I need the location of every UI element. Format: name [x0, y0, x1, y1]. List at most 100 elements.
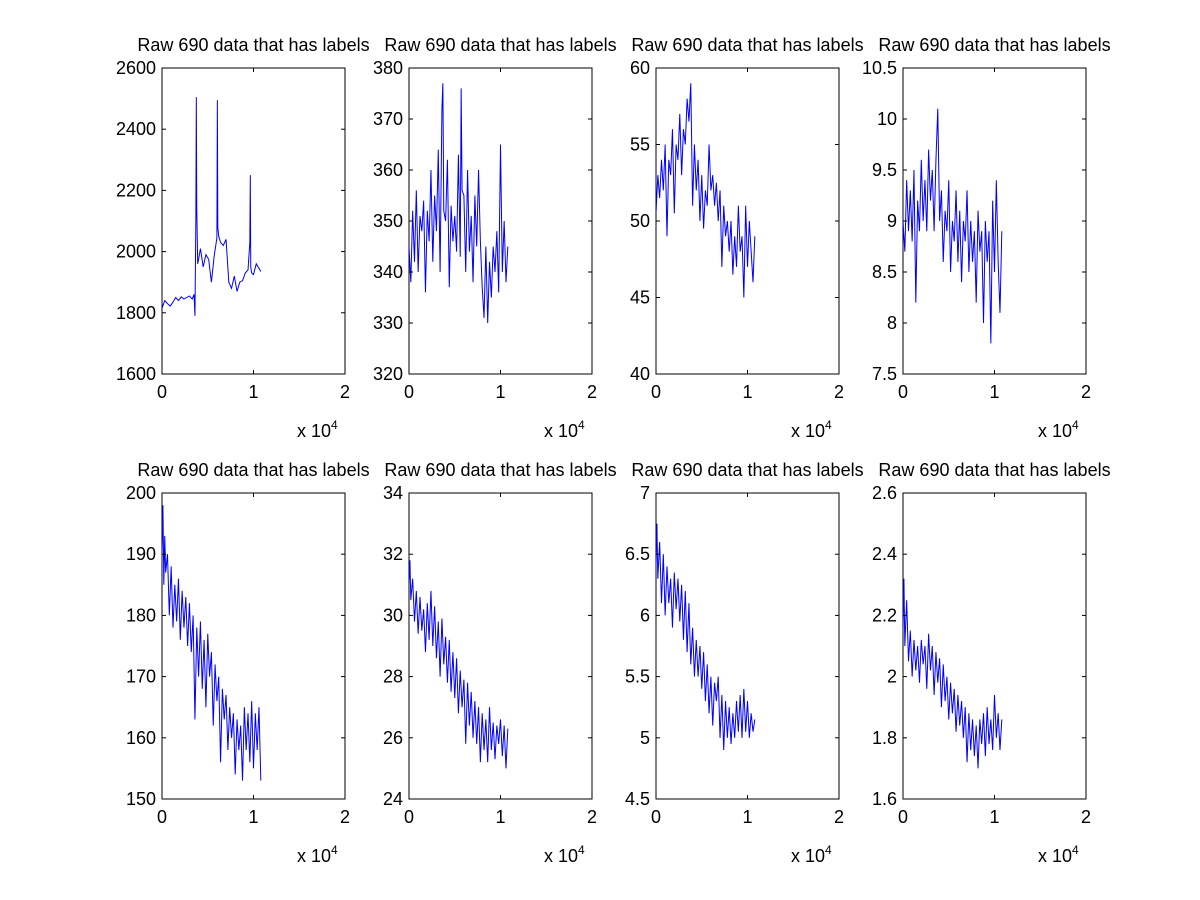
y-tick-label: 45 [630, 288, 650, 308]
y-tick-label: 160 [126, 728, 156, 748]
y-tick-label: 40 [630, 364, 650, 384]
subplot-4: 0 1 2 7.5 8 8.5 9 9.5 10 10.5 x 104 Raw 690 data th… [862, 35, 1111, 441]
series-line [409, 83, 509, 324]
series-line [656, 83, 756, 298]
subplot-title: Raw 690 data that has labels [631, 460, 863, 480]
y-tick-label: 6.5 [625, 544, 650, 564]
y-tick-label: 28 [383, 667, 403, 687]
y-tick-label: 4.5 [625, 789, 650, 809]
y-tick-label: 380 [373, 58, 403, 78]
y-tick-label: 2200 [116, 180, 156, 200]
x-tick-label: 2 [1081, 382, 1091, 402]
x-tick-label: 1 [989, 382, 999, 402]
y-tick-label: 370 [373, 109, 403, 129]
series-line [656, 523, 756, 751]
x-exponent-label: x 104 [297, 418, 338, 441]
y-tick-label: 9.5 [872, 160, 897, 180]
x-tick-label: 1 [248, 382, 258, 402]
y-tick-label: 10 [877, 109, 897, 129]
y-tick-label: 55 [630, 135, 650, 155]
x-exponent-label: x 104 [1038, 418, 1079, 441]
y-tick-label: 2600 [116, 58, 156, 78]
subplot-3: 0 1 2 40 45 50 55 60 x 104 Raw 690 data that has … [630, 35, 864, 441]
y-tick-label: 2400 [116, 119, 156, 139]
x-tick-label: 0 [898, 807, 908, 827]
y-tick-label: 1800 [116, 303, 156, 323]
y-tick-label: 6 [640, 605, 650, 625]
axes-box [161, 67, 346, 375]
x-exponent-label: x 104 [791, 418, 832, 441]
subplot-2: 0 1 2 320 330 340 350 360 370 380 x 104 Raw 690 dat… [373, 35, 617, 441]
subplot-title: Raw 690 data that has labels [631, 35, 863, 55]
y-tick-label: 30 [383, 605, 403, 625]
x-exponent-label: x 104 [544, 418, 585, 441]
series-line [162, 505, 262, 781]
y-tick-label: 2.4 [872, 544, 897, 564]
y-tick-label: 1600 [116, 364, 156, 384]
x-tick-label: 0 [157, 382, 167, 402]
axes-box [655, 492, 840, 800]
y-tick-label: 10.5 [862, 58, 897, 78]
y-tick-label: 2.6 [872, 483, 897, 503]
y-tick-label: 1.8 [872, 728, 897, 748]
y-tick-label: 2000 [116, 242, 156, 262]
subplot-6: 0 1 2 24 26 28 30 32 34 x 104 Raw 690 data that ha… [383, 460, 617, 866]
x-tick-label: 0 [404, 807, 414, 827]
x-tick-label: 2 [587, 807, 597, 827]
y-tick-label: 32 [383, 544, 403, 564]
x-tick-label: 1 [248, 807, 258, 827]
x-tick-label: 0 [157, 807, 167, 827]
y-tick-label: 320 [373, 364, 403, 384]
subplot-1: 0 1 2 1600 1800 2000 2200 2400 2600 x 104 Raw 690 … [116, 35, 370, 441]
x-exponent-label: x 104 [791, 843, 832, 866]
y-tick-label: 190 [126, 544, 156, 564]
x-tick-label: 2 [834, 807, 844, 827]
subplot-title: Raw 690 data that has labels [878, 35, 1110, 55]
subplot-title: Raw 690 data that has labels [878, 460, 1110, 480]
y-tick-label: 8 [887, 313, 897, 333]
x-tick-label: 2 [340, 382, 350, 402]
series-line [162, 97, 262, 316]
series-line [903, 578, 1003, 769]
y-tick-label: 150 [126, 789, 156, 809]
y-tick-label: 180 [126, 605, 156, 625]
y-tick-label: 2 [887, 667, 897, 687]
axes-box [902, 492, 1087, 800]
x-tick-label: 2 [587, 382, 597, 402]
y-tick-label: 24 [383, 789, 403, 809]
y-tick-label: 34 [383, 483, 403, 503]
y-tick-label: 350 [373, 211, 403, 231]
subplot-title: Raw 690 data that has labels [137, 460, 369, 480]
y-tick-label: 50 [630, 211, 650, 231]
series-line [409, 560, 509, 769]
x-tick-label: 0 [404, 382, 414, 402]
subplot-8: 0 1 2 1.6 1.8 2 2.2 2.4 2.6 x 104 Raw 690 data tha… [872, 460, 1111, 866]
series-line [903, 108, 1003, 344]
x-tick-label: 1 [495, 382, 505, 402]
y-tick-label: 7.5 [872, 364, 897, 384]
subplot-7: 0 1 2 4.5 5 5.5 6 6.5 7 x 104 Raw 690 data that ha… [625, 460, 864, 866]
subplot-5: 0 1 2 150 160 170 180 190 200 x 104 Raw 690 data t… [126, 460, 370, 866]
y-tick-label: 360 [373, 160, 403, 180]
y-tick-label: 9 [887, 211, 897, 231]
y-tick-label: 1.6 [872, 789, 897, 809]
x-tick-label: 2 [834, 382, 844, 402]
x-tick-label: 1 [495, 807, 505, 827]
x-exponent-label: x 104 [544, 843, 585, 866]
subplot-title: Raw 690 data that has labels [384, 35, 616, 55]
y-tick-label: 5.5 [625, 667, 650, 687]
x-tick-label: 0 [898, 382, 908, 402]
subplot-title: Raw 690 data that has labels [137, 35, 369, 55]
y-tick-label: 170 [126, 667, 156, 687]
y-tick-label: 8.5 [872, 262, 897, 282]
y-tick-label: 2.2 [872, 605, 897, 625]
x-tick-label: 1 [989, 807, 999, 827]
y-tick-label: 330 [373, 313, 403, 333]
y-tick-label: 60 [630, 58, 650, 78]
x-tick-label: 1 [742, 382, 752, 402]
x-tick-label: 1 [742, 807, 752, 827]
subplot-title: Raw 690 data that has labels [384, 460, 616, 480]
y-tick-label: 340 [373, 262, 403, 282]
x-tick-label: 0 [651, 382, 661, 402]
